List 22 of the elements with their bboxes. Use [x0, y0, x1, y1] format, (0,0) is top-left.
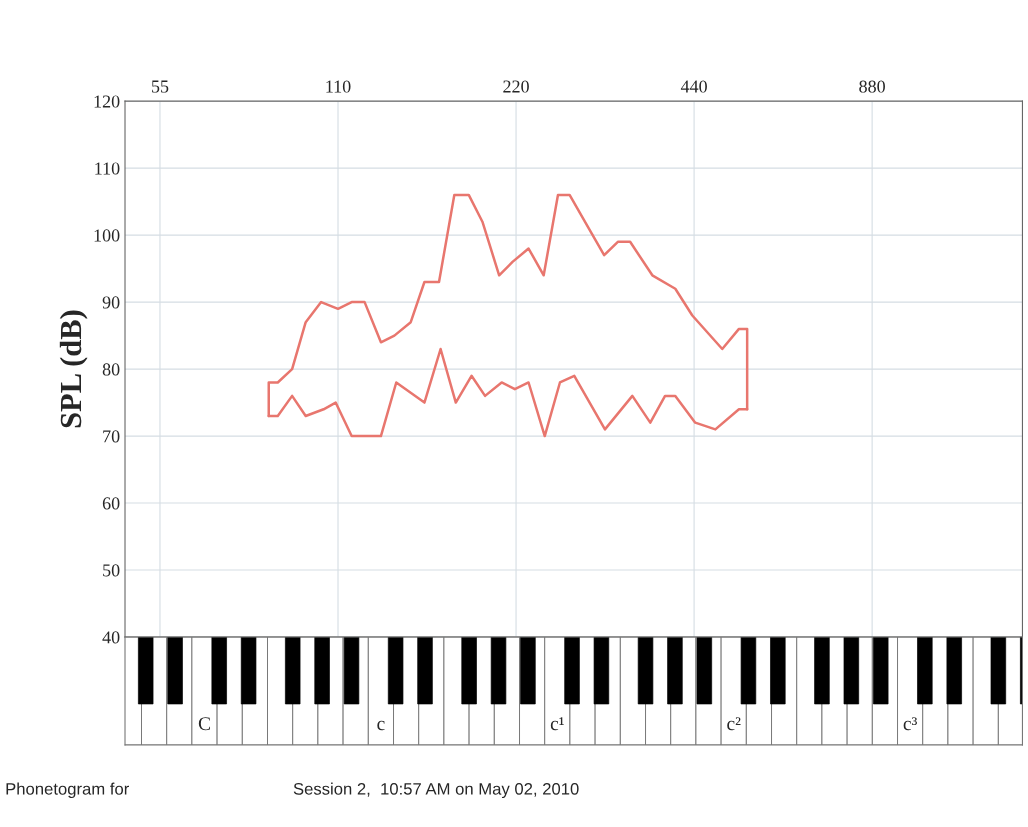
y-axis-title: SPL (dB) [59, 310, 88, 428]
text: c¹ [550, 717, 564, 731]
text: Phonetogram for [6, 782, 130, 799]
text: c [377, 720, 385, 731]
y-tick-label: 90 [102, 296, 120, 309]
x-tick-label: 220 [503, 80, 529, 93]
y-tick-label: 70 [103, 430, 120, 443]
text: C [198, 717, 210, 731]
y-tick-label: 60 [102, 497, 120, 510]
x-tick-label: 440 [680, 80, 707, 93]
y-tick-label: 120 [94, 95, 120, 108]
y-tick-label: 100 [94, 229, 120, 242]
y-tick-label: 40 [102, 631, 120, 644]
y-tick-label: 80 [102, 363, 120, 376]
x-tick-label: 55 [151, 80, 169, 93]
x-tick-label: 110 [326, 80, 351, 93]
y-tick-label: 50 [103, 564, 120, 577]
text: c³ [903, 717, 917, 731]
text: Session 2, 10:57 AM on May 02, 2010 [293, 782, 579, 799]
y-tick-label: 110 [95, 162, 120, 175]
text: c² [727, 717, 741, 731]
x-tick-label: 880 [859, 80, 885, 93]
